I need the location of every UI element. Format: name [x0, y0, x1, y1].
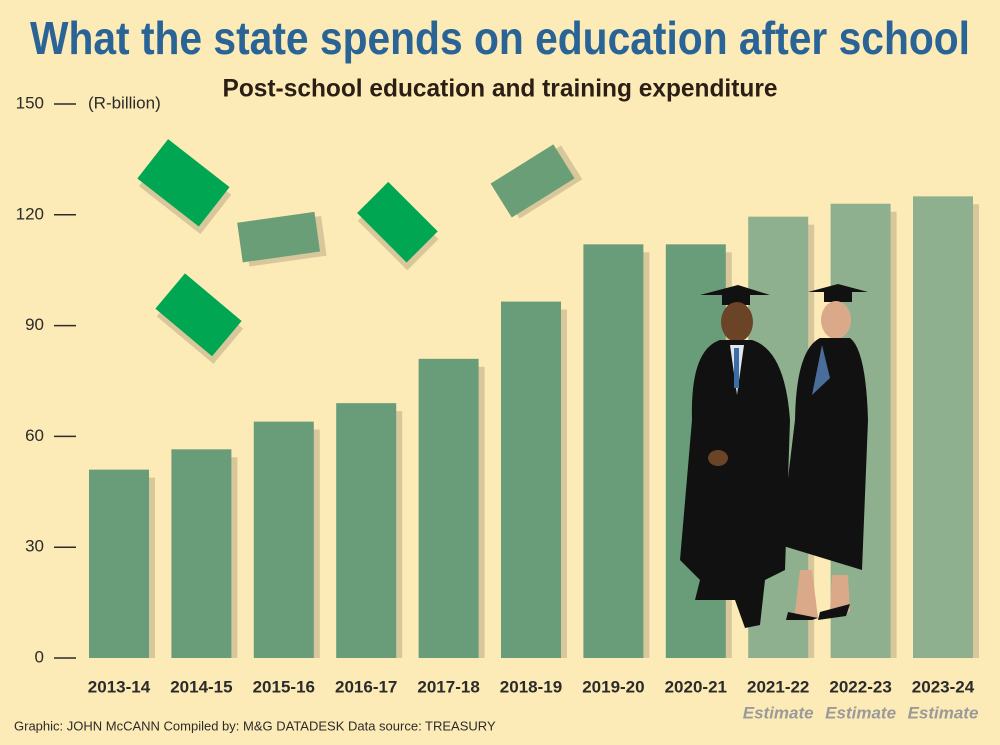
- x-tick-note: Estimate: [908, 703, 979, 722]
- graduates-illustration: [680, 284, 868, 628]
- bar: [89, 469, 149, 658]
- y-tick-label: 60: [25, 426, 44, 445]
- x-tick-label: 2015-16: [253, 677, 315, 696]
- bar: [171, 449, 232, 658]
- x-tick-label: 2016-17: [335, 677, 397, 696]
- x-tick-label: 2020-21: [665, 677, 727, 696]
- source-note: Graphic: JOHN McCANN Compiled by: M&G DA…: [14, 718, 496, 733]
- y-tick-label: 0: [35, 647, 44, 666]
- x-tick-label: 2013-14: [88, 677, 151, 696]
- y-tick-label: 120: [16, 204, 44, 223]
- y-tick-label: 30: [25, 537, 44, 556]
- bar: [501, 301, 561, 658]
- x-tick-label: 2023-24: [912, 677, 975, 696]
- y-axis-label: (R-billion): [88, 93, 161, 112]
- x-tick-label: 2022-23: [829, 677, 891, 696]
- bar: [913, 196, 973, 659]
- x-tick-note: Estimate: [743, 703, 814, 722]
- money-decoration: [137, 139, 583, 364]
- x-tick-note: Estimate: [825, 703, 896, 722]
- chart-title: What the state spends on education after…: [30, 12, 970, 64]
- x-tick-label: 2017-18: [417, 677, 479, 696]
- x-tick-label: 2014-15: [170, 677, 232, 696]
- bar: [253, 421, 314, 658]
- x-tick-label: 2018-19: [500, 677, 562, 696]
- bar: [418, 358, 479, 658]
- chart-subtitle: Post-school education and training expen…: [223, 75, 778, 103]
- bar: [583, 244, 644, 658]
- x-tick-label: 2021-22: [747, 677, 809, 696]
- y-tick-label: 90: [25, 315, 44, 334]
- bar: [336, 403, 397, 658]
- x-tick-label: 2019-20: [582, 677, 644, 696]
- y-tick-label: 150: [16, 93, 44, 112]
